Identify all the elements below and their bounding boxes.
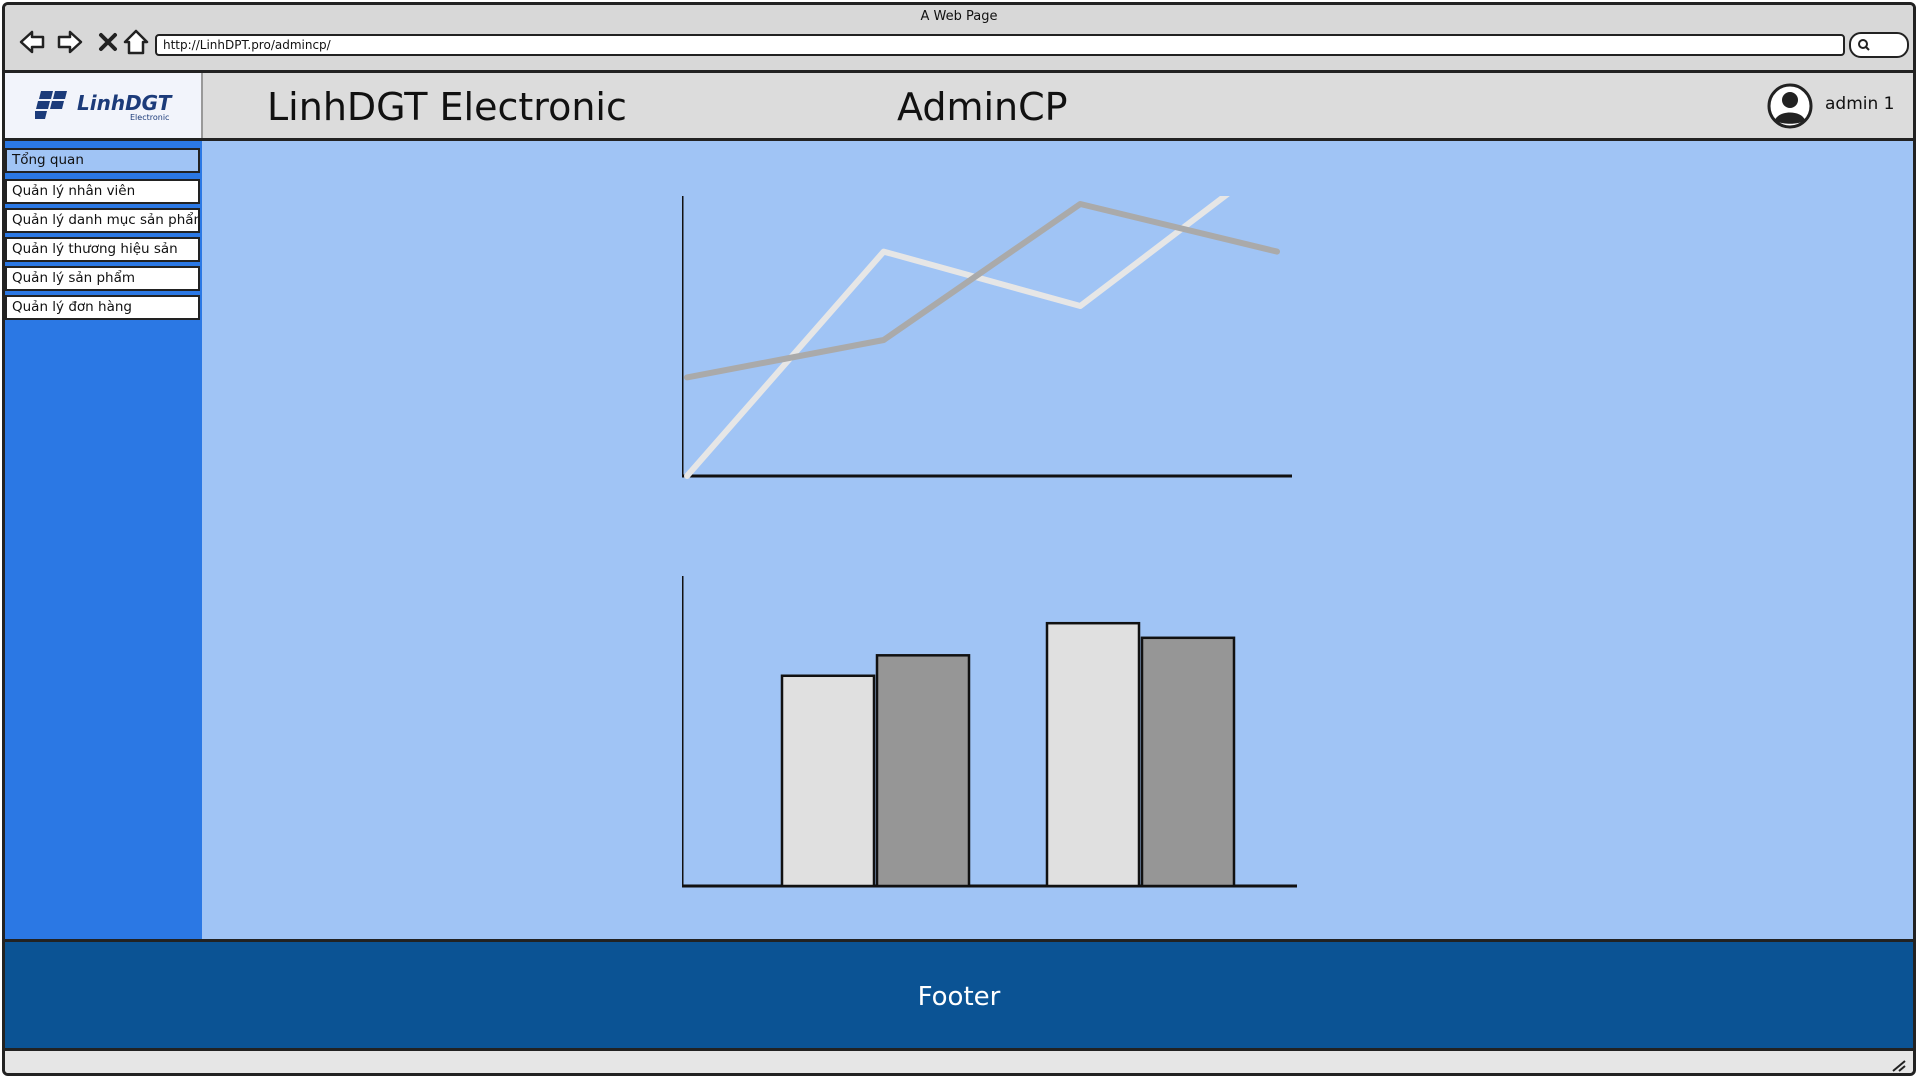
bar-group2-series1 <box>1045 621 1141 888</box>
browser-toolbar: A Web Page http://LinhDPT.pro/admincp/ <box>5 5 1913 73</box>
sidebar-item-quan-ly-thuong-hieu-san[interactable]: Quản lý thương hiệu sản <box>5 237 200 262</box>
close-icon[interactable] <box>93 27 123 57</box>
line-series-1 <box>684 196 1230 479</box>
sidebar: Tổng quan Quản lý nhân viên Quản lý danh… <box>5 141 202 939</box>
site-header: LinhDGT Electronic LinhDGT Electronic Ad… <box>5 73 1913 141</box>
line-series-2 <box>684 201 1280 381</box>
url-input[interactable]: http://LinhDPT.pro/admincp/ <box>155 34 1845 56</box>
bar-group1-series1 <box>780 674 876 888</box>
user-avatar-icon[interactable] <box>1767 83 1813 129</box>
home-icon[interactable] <box>121 27 151 57</box>
sidebar-item-quan-ly-danh-muc-san-pham[interactable]: Quản lý danh mục sản phẩm <box>5 208 200 233</box>
logo-mark-icon <box>35 91 67 119</box>
resize-grip-icon[interactable] <box>1889 1057 1907 1073</box>
username-label[interactable]: admin 1 <box>1825 94 1895 114</box>
page-title: AdminCP <box>897 85 1068 129</box>
logo[interactable]: LinhDGT Electronic <box>5 73 203 138</box>
search-icon <box>1858 39 1870 51</box>
bar-group2-series2 <box>1140 636 1236 888</box>
site-footer: Footer <box>5 939 1913 1051</box>
forward-icon[interactable] <box>55 27 85 57</box>
main-content <box>202 141 1913 939</box>
browser-statusbar <box>5 1051 1913 1073</box>
window-title: A Web Page <box>920 9 998 24</box>
site-title: LinhDGT Electronic <box>267 85 627 129</box>
bar-group1-series2 <box>875 654 971 888</box>
browser-search-button[interactable] <box>1849 32 1909 58</box>
sidebar-item-quan-ly-nhan-vien[interactable]: Quản lý nhân viên <box>5 179 200 204</box>
sidebar-item-tong-quan[interactable]: Tổng quan <box>5 148 200 173</box>
sidebar-item-quan-ly-san-pham[interactable]: Quản lý sản phẩm <box>5 266 200 291</box>
bar-chart <box>682 576 1297 888</box>
footer-text: Footer <box>917 982 1001 1012</box>
back-icon[interactable] <box>17 27 47 57</box>
line-chart <box>682 196 1292 479</box>
logo-text: LinhDGT <box>77 91 172 115</box>
sidebar-item-quan-ly-don-hang[interactable]: Quản lý đơn hàng <box>5 295 200 320</box>
logo-subtext: Electronic <box>130 113 170 122</box>
